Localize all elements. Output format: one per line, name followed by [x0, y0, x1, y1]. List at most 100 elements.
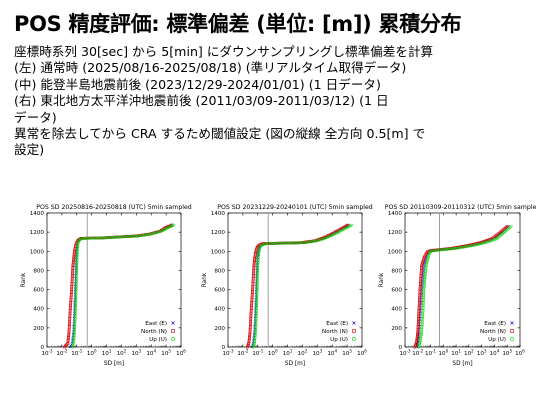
data-point — [249, 307, 253, 311]
data-point — [418, 288, 422, 291]
data-point — [75, 272, 79, 276]
data-point — [251, 277, 255, 280]
data-point — [456, 246, 460, 250]
data-point — [423, 277, 427, 281]
data-point — [149, 232, 153, 236]
data-point — [70, 283, 74, 287]
data-point — [253, 340, 257, 344]
data-point — [112, 235, 116, 239]
data-point — [256, 265, 260, 269]
data-point — [253, 335, 257, 339]
data-point — [255, 284, 259, 288]
x-axis-label: SD [m] — [452, 361, 472, 367]
data-point — [75, 273, 78, 277]
data-point — [69, 300, 73, 304]
data-point — [255, 299, 259, 303]
data-point — [323, 236, 327, 240]
data-point — [68, 313, 72, 317]
data-point — [72, 337, 76, 341]
data-point — [251, 275, 255, 279]
data-point — [417, 316, 420, 320]
data-point — [418, 339, 422, 343]
x-tick-label: 106 — [515, 348, 525, 357]
charts-area: POS SD 20250816-20250818 (UTC) 5min samp… — [0, 196, 536, 402]
data-point — [72, 259, 75, 263]
data-point — [148, 232, 152, 236]
data-point — [419, 332, 423, 336]
data-point — [416, 328, 420, 331]
data-point — [75, 254, 79, 258]
data-point — [424, 268, 428, 272]
data-point — [418, 296, 421, 299]
data-point — [419, 333, 423, 337]
data-point — [74, 283, 78, 287]
data-point — [74, 288, 78, 292]
data-point — [68, 315, 72, 319]
data-point — [85, 236, 89, 240]
data-point — [421, 316, 425, 320]
data-point — [106, 236, 110, 240]
data-point — [86, 236, 90, 240]
data-point — [256, 267, 260, 271]
data-point — [248, 331, 252, 334]
data-point — [74, 292, 78, 296]
data-point — [423, 276, 427, 280]
data-point — [253, 258, 256, 262]
data-point — [432, 249, 436, 253]
data-point — [73, 310, 77, 314]
data-point — [429, 249, 433, 253]
data-point — [127, 235, 131, 238]
data-point — [492, 238, 496, 242]
data-point — [248, 335, 251, 339]
data-point — [282, 241, 286, 245]
data-point — [74, 296, 78, 299]
data-point — [256, 272, 260, 276]
data-point — [249, 320, 252, 323]
data-point — [158, 230, 162, 234]
x-tick-label: 100 — [87, 348, 97, 357]
legend-marker — [510, 321, 514, 325]
data-point — [75, 262, 79, 266]
data-point — [253, 338, 257, 342]
data-point — [77, 240, 80, 244]
data-point — [420, 328, 424, 331]
data-point — [75, 257, 79, 261]
data-point — [270, 242, 273, 245]
data-point — [249, 308, 253, 312]
data-point — [488, 239, 492, 243]
data-point — [479, 242, 483, 246]
data-point — [119, 235, 123, 239]
data-point — [143, 233, 147, 237]
data-point — [453, 247, 457, 251]
data-point — [419, 273, 423, 277]
data-point — [254, 310, 258, 314]
data-point — [485, 240, 489, 244]
y-axis-label: Rank — [21, 272, 27, 287]
x-tick-label: 10-1 — [425, 348, 437, 357]
data-point — [287, 241, 291, 245]
data-point — [475, 243, 479, 247]
data-point — [256, 256, 260, 260]
data-point — [103, 236, 107, 240]
x-tick-label: 106 — [357, 348, 367, 357]
data-point — [422, 285, 426, 289]
data-point — [459, 246, 463, 250]
chart-panel: POS SD 20231229-20240101 (UTC) 5min samp… — [202, 204, 373, 367]
x-tick-label: 103 — [312, 348, 322, 357]
data-point — [72, 332, 76, 336]
data-point — [72, 254, 76, 257]
description-line: (中) 能登半島地震前後 (2023/12/29-2024/01/01) (1 … — [14, 76, 381, 92]
data-point — [83, 236, 87, 240]
data-point — [72, 252, 76, 256]
data-point — [424, 264, 428, 268]
y-tick-label: 600 — [214, 288, 225, 294]
legend-label: North (N) — [322, 329, 348, 335]
data-point — [311, 240, 315, 243]
data-point — [102, 236, 106, 240]
data-point — [327, 235, 331, 239]
x-tick-label: 106 — [176, 348, 186, 357]
data-point — [422, 282, 426, 286]
data-point — [430, 249, 434, 253]
data-point — [74, 278, 78, 282]
data-point — [73, 329, 76, 333]
